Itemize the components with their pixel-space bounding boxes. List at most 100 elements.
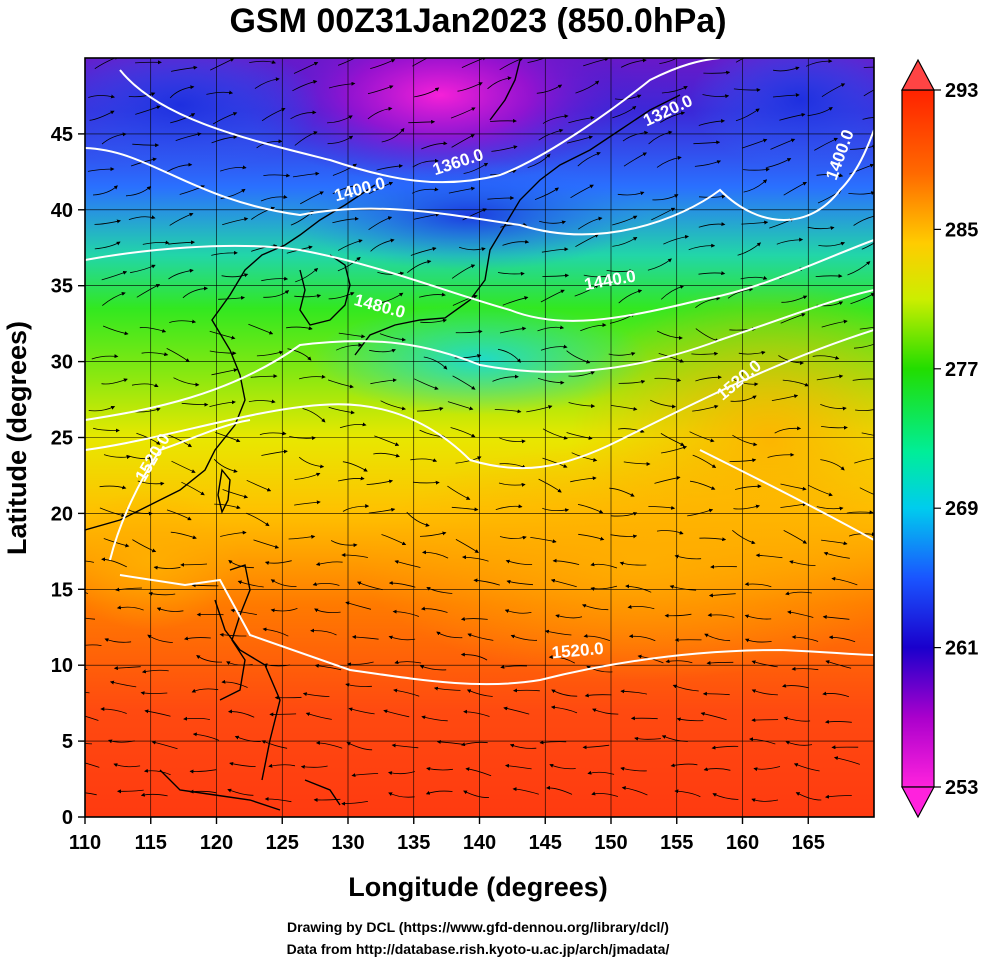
streamline	[656, 330, 683, 340]
streamline	[698, 119, 726, 126]
streamline	[153, 565, 181, 570]
streamline	[302, 408, 326, 423]
streamline	[220, 188, 246, 200]
streamline	[785, 740, 813, 746]
streamline	[463, 162, 489, 174]
streamline	[550, 705, 578, 714]
streamline	[115, 587, 142, 592]
streamline	[527, 58, 546, 63]
streamline	[664, 613, 692, 618]
streamline	[513, 688, 540, 693]
map-title: GSM 00Z31Jan2023 (850.0hPa)	[229, 2, 726, 40]
streamline	[420, 318, 447, 323]
streamline	[711, 745, 739, 750]
streamline	[628, 634, 656, 642]
streamline	[89, 110, 115, 121]
streamline	[230, 608, 257, 615]
streamline	[733, 504, 760, 510]
streamline	[341, 553, 368, 558]
streamline	[506, 579, 534, 586]
streamline	[537, 377, 565, 385]
x-tick-label: 110	[69, 832, 101, 854]
streamline	[751, 798, 779, 803]
streamline	[261, 449, 288, 456]
streamline	[101, 557, 127, 568]
streamline	[94, 219, 121, 225]
streamline	[466, 689, 493, 697]
streamline	[381, 127, 405, 143]
streamline	[261, 107, 286, 122]
streamline	[568, 402, 596, 409]
streamline	[781, 295, 808, 303]
streamline	[812, 355, 840, 360]
streamline	[206, 90, 234, 95]
streamline	[348, 707, 375, 715]
streamline	[332, 163, 357, 176]
streamline	[791, 635, 819, 642]
streamline	[583, 58, 609, 67]
streamline	[423, 356, 448, 370]
streamline	[91, 354, 119, 360]
streamline	[213, 458, 238, 473]
streamline	[294, 500, 321, 506]
streamline	[367, 85, 394, 95]
streamline	[101, 270, 128, 281]
streamline	[820, 459, 845, 471]
y-tick-label: 5	[62, 731, 73, 753]
streamline	[315, 561, 343, 566]
streamline	[462, 555, 489, 562]
streamline	[388, 635, 416, 641]
y-tick-label: 25	[51, 428, 73, 450]
streamline	[551, 689, 578, 697]
streamline	[591, 791, 619, 797]
streamline	[689, 431, 715, 443]
streamline	[421, 141, 448, 150]
streamline	[166, 509, 192, 521]
streamline	[221, 273, 249, 278]
streamline	[618, 379, 646, 384]
streamline	[135, 60, 162, 65]
streamline	[734, 484, 762, 490]
streamline	[505, 559, 533, 566]
streamline	[774, 426, 802, 434]
streamline	[755, 553, 783, 559]
streamline	[142, 240, 170, 245]
x-tick-label: 155	[660, 832, 693, 854]
streamline	[500, 664, 528, 669]
streamline	[492, 374, 519, 382]
streamline	[538, 478, 562, 493]
streamline	[450, 427, 476, 438]
streamline	[338, 332, 366, 339]
streamline	[540, 344, 568, 351]
streamline	[379, 333, 406, 342]
streamline	[463, 790, 490, 798]
streamline	[171, 65, 198, 72]
streamline	[487, 195, 515, 200]
streamline	[447, 485, 471, 500]
streamline	[776, 237, 804, 245]
streamline	[542, 507, 570, 513]
streamline	[337, 476, 365, 482]
streamline	[820, 404, 847, 411]
streamline	[412, 480, 440, 485]
streamline	[541, 247, 569, 253]
streamline	[606, 269, 634, 274]
streamline	[288, 534, 316, 540]
streamline	[744, 614, 772, 620]
streamline	[780, 483, 807, 491]
streamline	[656, 155, 682, 168]
streamline	[859, 326, 874, 330]
streamline	[222, 217, 249, 226]
streamline	[407, 259, 432, 274]
streamline	[539, 740, 567, 745]
streamline	[751, 718, 779, 723]
streamline	[544, 629, 572, 636]
streamline	[99, 485, 127, 490]
streamline	[373, 452, 400, 458]
streamline	[676, 717, 704, 722]
streamline	[727, 287, 754, 299]
streamline	[674, 789, 701, 798]
streamline	[779, 112, 806, 121]
streamline	[610, 534, 638, 539]
streamline	[546, 785, 573, 795]
